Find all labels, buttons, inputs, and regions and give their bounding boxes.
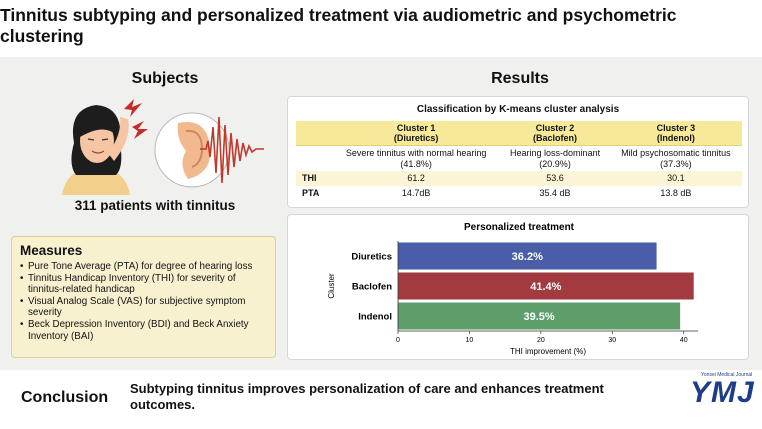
- category-label: Baclofen: [352, 282, 392, 293]
- journal-logo: YMJ: [690, 376, 755, 409]
- ear-illustration: [154, 112, 230, 188]
- tinnitus-illustration: [62, 99, 264, 195]
- conclusion-text: Subtyping tinnitus improves personalizat…: [130, 381, 604, 412]
- cluster-description: Mild psychosomatic tinnitus (37.3%): [621, 148, 731, 169]
- category-label: Diuretics: [351, 252, 392, 263]
- x-tick-label: 40: [680, 337, 688, 344]
- classification-title: Classification by K-means cluster analys…: [416, 104, 620, 115]
- thi-value: 53.6: [500, 171, 610, 186]
- measure-item: Beck Depression Inventory (BDI) and Beck…: [20, 319, 267, 342]
- measures-title: Measures: [20, 243, 83, 258]
- measure-item: Visual Analog Scale (VAS) for subjective…: [20, 296, 267, 319]
- treatment-bar-chart: Personalized treatment Diuretics 36.2% Bacl…: [327, 222, 698, 356]
- chart-title: Personalized treatment: [464, 222, 575, 233]
- thi-value: 30.1: [609, 171, 742, 186]
- pta-value: 13.8 dB: [660, 187, 692, 198]
- x-axis-label: THI improvement (%): [510, 347, 586, 356]
- subjects-heading: Subjects: [131, 70, 199, 87]
- x-tick-label: 10: [466, 337, 474, 344]
- x-tick-label: 30: [608, 337, 616, 344]
- cluster-description: Severe tinnitus with normal hearing (41.8…: [345, 148, 487, 169]
- bar-value-label: 39.5%: [523, 311, 554, 323]
- table-row: Severe tinnitus with normal hearing (41.8…: [296, 146, 742, 172]
- pain-bolt-icon: [124, 99, 148, 139]
- treatment-panel: Personalized treatment Diuretics 36.2% Bacl…: [287, 214, 749, 360]
- person-illustration: [62, 105, 130, 195]
- row-label-pta: PTA: [302, 187, 320, 198]
- classification-panel: Classification by K-means cluster analys…: [287, 96, 749, 208]
- x-tick-label: 0: [396, 337, 400, 344]
- cluster-header: Cluster 2 (Baclofen): [500, 121, 610, 146]
- cluster-table: Cluster 1 (Diuretics) Cluster 2 (Baclofen)…: [296, 121, 742, 200]
- bar-baclofen: [398, 272, 694, 300]
- patients-count: 311 patients with tinnitus: [74, 198, 236, 213]
- pta-value: 35.4 dB: [539, 187, 571, 198]
- bar-value-label: 41.4%: [530, 281, 561, 293]
- category-label: Indenol: [358, 312, 392, 323]
- bar-value-label: 36.2%: [512, 251, 543, 263]
- cluster-header: Cluster 3 (Indenol): [609, 121, 742, 146]
- x-tick-label: 20: [537, 337, 545, 344]
- sound-wave-icon: [200, 116, 264, 184]
- table-row: PTA 14.7dB 35.4 dB 13.8 dB: [296, 186, 742, 201]
- pta-value: 14.7dB: [401, 187, 431, 198]
- journal-name: Yonsei Medical Journal: [701, 372, 753, 378]
- table-row: THI 61.2 53.6 30.1: [296, 171, 742, 186]
- cluster-header: Cluster 1 (Diuretics): [332, 121, 501, 146]
- results-heading: Results: [491, 70, 549, 87]
- measures-list: Pure Tone Average (PTA) for degree of he…: [20, 261, 267, 342]
- row-label-thi: THI: [296, 171, 332, 186]
- cluster-description: Hearing loss-dominant (20.9%): [510, 148, 601, 169]
- table-corner-header: [296, 121, 332, 146]
- y-axis-label: Cluster: [327, 273, 336, 299]
- measure-item: Pure Tone Average (PTA) for degree of he…: [20, 261, 267, 273]
- conclusion-label: Conclusion: [21, 389, 109, 406]
- thi-value: 61.2: [332, 171, 501, 186]
- measure-item: Tinnitus Handicap Inventory (THI) for se…: [20, 273, 267, 296]
- bar-diuretics: [398, 242, 657, 270]
- bar-indenol: [398, 302, 681, 330]
- page-title: Tinnitus subtyping and personalized trea…: [0, 5, 677, 46]
- measures-box: Measures Pure Tone Average (PTA) for deg…: [11, 236, 276, 358]
